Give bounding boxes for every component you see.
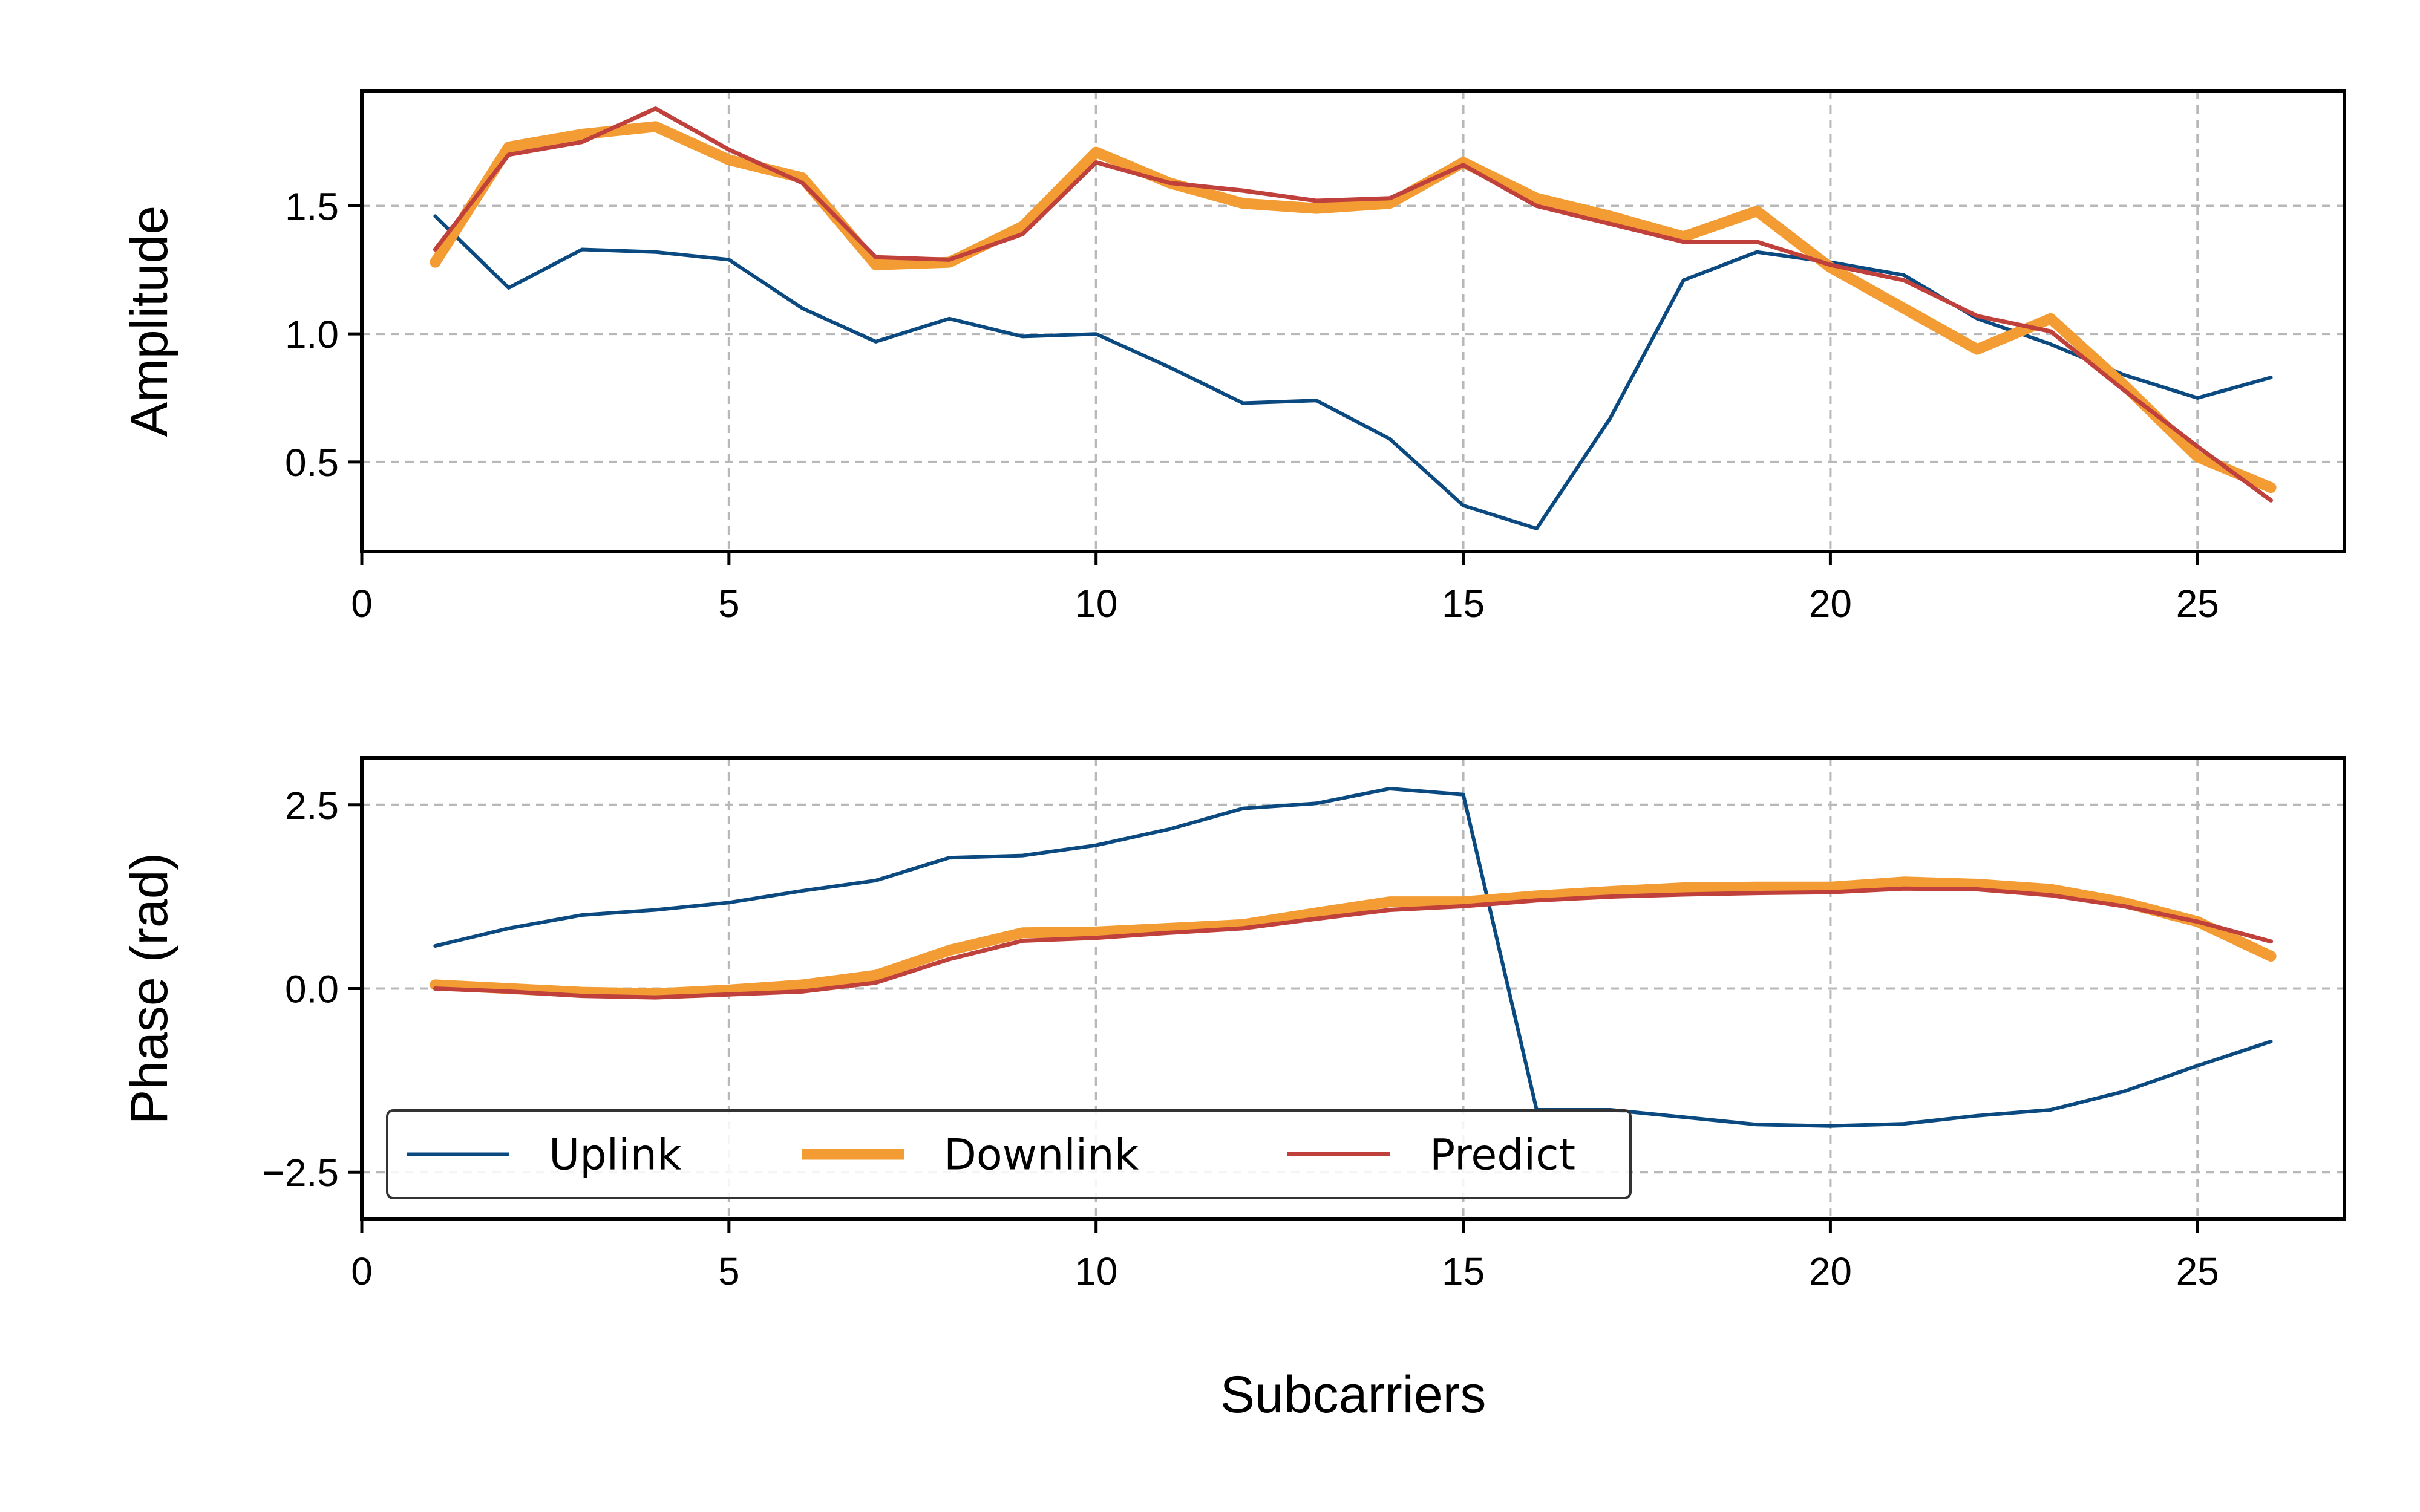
amplitude-x-tick-label-15: 15 (1442, 582, 1485, 625)
phase-x-tick-label-0: 0 (351, 1250, 373, 1293)
amplitude-x-tick-label-10: 10 (1074, 582, 1117, 625)
phase-x-tick-label-10: 10 (1074, 1250, 1117, 1293)
phase-x-tick-label-25: 25 (2176, 1250, 2219, 1293)
phase-y-tick-label-2-5: −2.5 (263, 1151, 339, 1194)
amplitude-series-predict (433, 106, 2274, 503)
legend-label-uplink: Uplink (549, 1130, 682, 1180)
phase-y-tick-label-0: 0.0 (285, 968, 339, 1011)
phase-y-tick-label-2-5: 2.5 (285, 784, 339, 827)
phase-series-predict (433, 886, 2274, 1000)
legend-label-downlink: Downlink (944, 1130, 1139, 1180)
phase-panel: 0 5 10 15 20 25 −2.5 0.0 2.5 Phase (rad) Subcarrie… (120, 756, 2346, 1424)
amplitude-series-uplink (433, 214, 2273, 530)
phase-series-downlink (430, 876, 2277, 999)
amplitude-y-tick-label-0-5: 0.5 (285, 441, 339, 484)
amplitude-x-tick-label-20: 20 (1809, 582, 1852, 625)
amplitude-x-tick-label-0: 0 (351, 582, 373, 625)
amplitude-series-downlink (430, 121, 2277, 494)
amplitude-y-axis-label: Amplitude (120, 206, 178, 437)
amplitude-y-tick-label-1: 1.0 (285, 313, 339, 356)
amplitude-axes-frame (360, 89, 2346, 553)
amplitude-x-tick-label-5: 5 (718, 582, 740, 625)
phase-series-uplink (433, 787, 2273, 1128)
amplitude-panel: 0 5 10 15 20 25 0.5 1.0 1.5 Amplitude (120, 89, 2346, 625)
phase-x-tick-label-5: 5 (718, 1250, 740, 1293)
phase-x-tick-label-20: 20 (1809, 1250, 1852, 1293)
amplitude-y-tick-label-1-5: 1.5 (285, 185, 339, 229)
amplitude-x-tick-label-25: 25 (2176, 582, 2219, 625)
legend-label-predict: Predict (1430, 1130, 1575, 1180)
phase-y-axis-label: Phase (rad) (120, 853, 178, 1124)
phase-x-axis-label: Subcarriers (1220, 1366, 1486, 1424)
phase-x-tick-label-15: 15 (1442, 1250, 1485, 1293)
legend: Uplink Downlink Predict (386, 1109, 1632, 1199)
legend-frame (386, 1109, 1632, 1199)
